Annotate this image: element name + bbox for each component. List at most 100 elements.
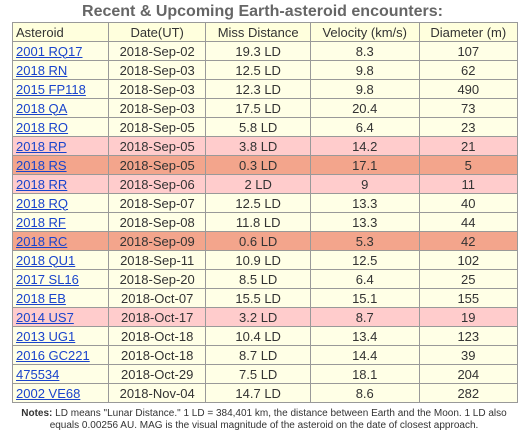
asteroid-link[interactable]: 2017 SL16 xyxy=(16,271,79,287)
table-cell: 12.3 LD xyxy=(205,79,311,99)
header-cell: Velocity (km/s) xyxy=(309,22,420,42)
table-cell: 2016 GC221 xyxy=(12,345,109,365)
table-cell: 2018-Sep-03 xyxy=(107,79,207,99)
table-row: 2013 UG1 2018-Oct-18 10.4 LD 13.4 123 xyxy=(12,326,519,346)
header-cell: Asteroid xyxy=(12,22,109,42)
table-cell: 2018 RO xyxy=(12,117,109,137)
table-cell: 14.4 xyxy=(309,345,420,365)
table-cell: 15.1 xyxy=(309,288,420,308)
table-cell: 10.4 LD xyxy=(205,326,311,346)
table-cell: 8.7 xyxy=(309,307,420,327)
table-cell: 10.9 LD xyxy=(205,250,311,270)
asteroid-link[interactable]: 2013 UG1 xyxy=(16,328,76,344)
asteroid-link[interactable]: 2018 RN xyxy=(16,62,68,78)
asteroid-link[interactable]: 2018 QA xyxy=(16,100,68,116)
table-cell: 20.4 xyxy=(309,98,420,118)
table-cell: 2018-Sep-06 xyxy=(107,174,207,194)
table-cell: 25 xyxy=(418,269,519,289)
header-cell: Date(UT) xyxy=(107,22,207,42)
table-row: 2018 RR 2018-Sep-06 2 LD 9 11 xyxy=(12,174,519,194)
table-cell: 7.5 LD xyxy=(205,364,311,384)
table-row: 2001 RQ17 2018-Sep-02 19.3 LD 8.3 107 xyxy=(12,41,519,61)
table-cell: 8.7 LD xyxy=(205,345,311,365)
asteroid-link[interactable]: 2014 US7 xyxy=(16,309,74,325)
table-cell: 123 xyxy=(418,326,519,346)
table-cell: 44 xyxy=(418,212,519,232)
table-cell: 475534 xyxy=(12,364,109,384)
table-row: 2016 GC221 2018-Oct-18 8.7 LD 14.4 39 xyxy=(12,345,519,365)
asteroid-link[interactable]: 2018 RR xyxy=(16,176,68,192)
encounters-table: Asteroid Date(UT) Miss Distance Velocity (k… xyxy=(12,22,519,403)
table-row: 2018 RO 2018-Sep-05 5.8 LD 6.4 23 xyxy=(12,117,519,137)
table-cell: 2018-Sep-20 xyxy=(107,269,207,289)
table-cell: 2002 VE68 xyxy=(12,383,109,403)
table-cell: 6.4 xyxy=(309,269,420,289)
asteroid-link[interactable]: 2018 RQ xyxy=(16,195,69,211)
table-cell: 204 xyxy=(418,364,519,384)
table-cell: 13.3 xyxy=(309,193,420,213)
table-row: 2018 RP 2018-Sep-05 3.8 LD 14.2 21 xyxy=(12,136,519,156)
asteroid-link[interactable]: 2001 RQ17 xyxy=(16,43,83,59)
table-cell: 2018-Sep-05 xyxy=(107,117,207,137)
table-cell: 12.5 LD xyxy=(205,60,311,80)
table-cell: 11 xyxy=(418,174,519,194)
table-cell: 2018-Sep-08 xyxy=(107,212,207,232)
table-cell: 2018 RR xyxy=(12,174,109,194)
table-cell: 42 xyxy=(418,231,519,251)
table-cell: 18.1 xyxy=(309,364,420,384)
table-cell: 5.3 xyxy=(309,231,420,251)
asteroid-link[interactable]: 2018 RO xyxy=(16,119,69,135)
table-cell: 39 xyxy=(418,345,519,365)
title: Recent & Upcoming Earth-asteroid encount… xyxy=(82,3,443,20)
table-cell: 2018 RC xyxy=(12,231,109,251)
table-cell: 2018-Nov-04 xyxy=(107,383,207,403)
asteroid-link[interactable]: 2018 QU1 xyxy=(16,252,76,268)
table-row: 2018 QA 2018-Sep-03 17.5 LD 20.4 73 xyxy=(12,98,519,118)
asteroid-link[interactable]: 2015 FP118 xyxy=(16,81,86,97)
asteroid-link[interactable]: 2018 RP xyxy=(16,138,67,154)
table-cell: 9.8 xyxy=(309,79,420,99)
table-cell: 8.6 xyxy=(309,383,420,403)
header-cell: Diameter (m) xyxy=(418,22,519,42)
table-cell: 5.8 LD xyxy=(205,117,311,137)
asteroid-link[interactable]: 2018 RC xyxy=(16,233,68,249)
table-cell: 2001 RQ17 xyxy=(12,41,109,61)
notes-label: Notes: xyxy=(21,408,53,419)
asteroid-link[interactable]: 2018 RS xyxy=(16,157,67,173)
table-cell: 2014 US7 xyxy=(12,307,109,327)
table-cell: 2018-Oct-29 xyxy=(107,364,207,384)
asteroid-link[interactable]: 2002 VE68 xyxy=(16,385,81,401)
table-cell: 11.8 LD xyxy=(205,212,311,232)
table-cell: 2018 RP xyxy=(12,136,109,156)
table-cell: 40 xyxy=(418,193,519,213)
table-cell: 2018-Oct-18 xyxy=(107,326,207,346)
table-cell: 0.6 LD xyxy=(205,231,311,251)
table-cell: 3.2 LD xyxy=(205,307,311,327)
table-cell: 2017 SL16 xyxy=(12,269,109,289)
asteroid-link[interactable]: 2018 RF xyxy=(16,214,66,230)
header-cell: Miss Distance xyxy=(205,22,311,42)
table-cell: 23 xyxy=(418,117,519,137)
table-cell: 12.5 LD xyxy=(205,193,311,213)
table-cell: 9.8 xyxy=(309,60,420,80)
table-cell: 73 xyxy=(418,98,519,118)
table-cell: 0.3 LD xyxy=(205,155,311,175)
table-cell: 2018-Sep-03 xyxy=(107,60,207,80)
notes: Notes: LD means "Lunar Distance." 1 LD =… xyxy=(8,408,520,432)
asteroid-link[interactable]: 2016 GC221 xyxy=(16,347,90,363)
table-cell: 62 xyxy=(418,60,519,80)
table-cell: 2018 RQ xyxy=(12,193,109,213)
table-cell: 2013 UG1 xyxy=(12,326,109,346)
table-cell: 2018-Sep-02 xyxy=(107,41,207,61)
table-cell: 19 xyxy=(418,307,519,327)
table-cell: 2018-Sep-07 xyxy=(107,193,207,213)
table-cell: 282 xyxy=(418,383,519,403)
asteroid-link[interactable]: 2018 EB xyxy=(16,290,66,306)
asteroid-link[interactable]: 475534 xyxy=(16,366,60,382)
table-row: 2018 QU1 2018-Sep-11 10.9 LD 12.5 102 xyxy=(12,250,519,270)
table-cell: 2018 EB xyxy=(12,288,109,308)
table-cell: 2018 QA xyxy=(12,98,109,118)
table-cell: 14.2 xyxy=(309,136,420,156)
table-cell: 19.3 LD xyxy=(205,41,311,61)
